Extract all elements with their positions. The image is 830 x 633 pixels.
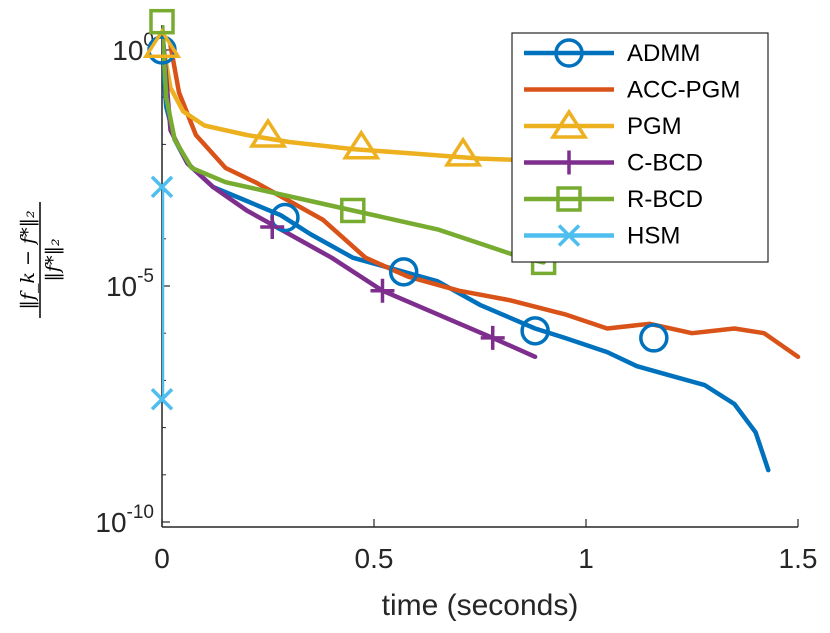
y-axis-label-numerator: ‖f_k − f*‖₂ [17,210,39,309]
x-tick-label: 0 [154,543,170,574]
x-tick-label: 0.5 [355,543,394,574]
y-tick-label-exponent: 0 [143,30,154,51]
x-tick-label: 1.5 [779,543,818,574]
series-line-pgm [162,38,546,164]
y-tick-label-exponent: -10 [127,502,154,523]
legend-marker-hsm [557,224,581,247]
legend-marker-pgm [549,108,589,139]
marker-hsm [150,175,174,199]
x-tick-label: 1 [578,543,594,574]
marker-c-bcd [480,325,505,350]
legend-label-acc-pgm: ACC-PGM [627,77,740,104]
series-line-r-bcd [162,25,546,265]
marker-r-bcd [149,8,175,35]
marker-pgm [342,129,381,160]
y-tick-label: 10-5 [106,266,154,302]
y-tick-label: 100 [112,30,154,66]
legend-label-c-bcd: C-BCD [627,150,703,177]
marker-pgm [443,136,483,167]
legend-label-r-bcd: R-BCD [627,186,703,213]
y-tick-label-base: 10 [106,271,137,302]
marker-admm [388,257,419,287]
marker-c-bcd [370,278,395,303]
y-axis-label: ‖f_k − f*‖₂ ‖f*‖₂ [17,202,64,318]
legend-marker-c-bcd [557,150,581,175]
y-tick-label-base: 10 [112,35,143,66]
y-tick-label-base: 10 [95,507,126,538]
marker-admm [520,316,550,346]
legend-label-pgm: PGM [627,113,682,140]
marker-pgm [248,117,288,148]
legend-box [511,32,769,263]
legend-marker-r-bcd [556,186,582,212]
series-line-acc-pgm [168,43,801,360]
legend-label-hsm: HSM [627,223,680,250]
x-axis-label: time (seconds) [382,589,579,622]
marker-hsm [150,388,174,411]
series-layer [162,25,801,473]
marker-r-bcd [340,197,366,224]
legend: ADMM ACC-PGM PGM C-BCD R-BCD HSM [511,32,769,263]
legend-marker-admm [554,38,584,68]
y-tick-label-exponent: -5 [137,266,154,287]
y-tick-label: 10-10 [95,502,154,538]
marker-admm [639,323,669,353]
legend-label-admm: ADMM [627,40,700,67]
marker-pgm [142,28,182,59]
series-line-c-bcd [162,25,538,360]
marker-c-bcd [260,215,285,239]
y-axis-label-denominator: ‖f*‖₂ [42,238,64,281]
